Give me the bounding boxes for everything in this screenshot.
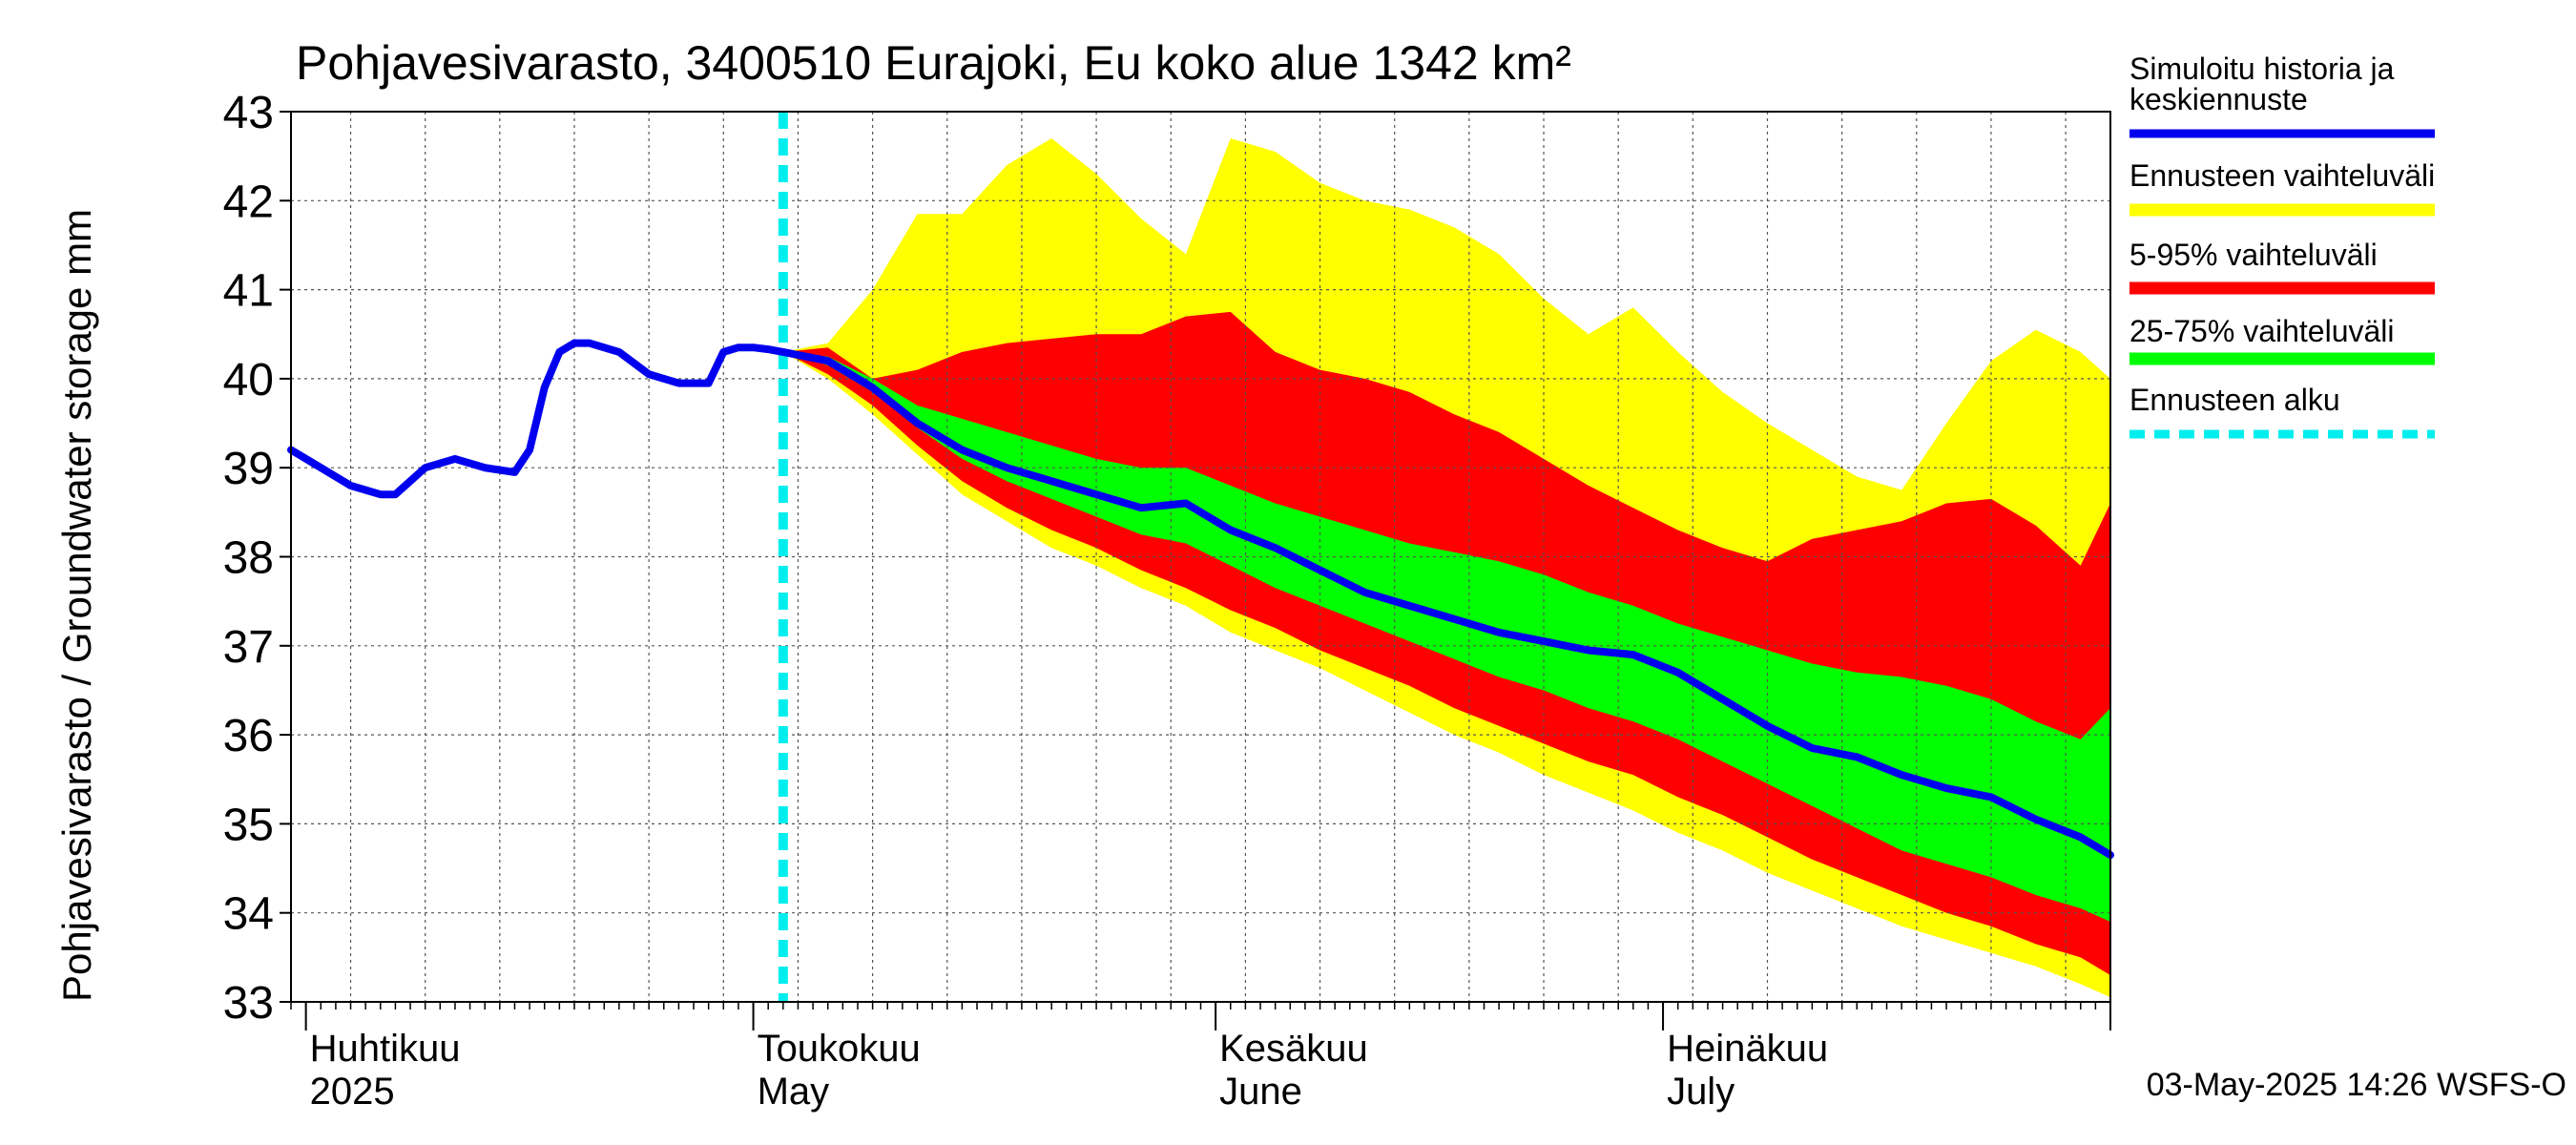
legend-label: 5-95% vaihteluväli: [2129, 238, 2378, 272]
x-month-label-2: 2025: [310, 1071, 395, 1113]
plot-frame: [290, 111, 2111, 1003]
x-month-label: Huhtikuu: [310, 1028, 461, 1070]
legend-label: Ennusteen alku: [2129, 383, 2340, 417]
x-month-label-2: June: [1219, 1071, 1302, 1113]
y-axis-label: Pohjavesivarasto / Groundwater storage m…: [54, 209, 99, 1002]
y-tick-label: 43: [223, 88, 274, 138]
y-tick-label: 42: [223, 177, 274, 227]
series-lines: [287, 112, 2114, 1002]
legend-label: 25-75% vaihteluväli: [2129, 314, 2395, 348]
y-tick-label: 39: [223, 444, 274, 494]
chart-title: Pohjavesivarasto, 3400510 Eurajoki, Eu k…: [296, 36, 1571, 90]
legend-label: Simuloitu historia ja keskiennuste: [2129, 52, 2395, 116]
y-tick-label: 36: [223, 711, 274, 761]
legend-label: Ennusteen vaihteluväli: [2129, 158, 2435, 193]
y-tick-label: 35: [223, 800, 274, 850]
x-month-label-2: July: [1667, 1071, 1735, 1113]
footer-timestamp: 03-May-2025 14:26 WSFS-O: [2147, 1067, 2566, 1103]
x-month-label: Toukokuu: [758, 1028, 921, 1070]
x-month-label-2: May: [758, 1071, 830, 1113]
y-tick-label: 40: [223, 355, 274, 406]
forecast-bands: [782, 138, 2110, 998]
y-tick-label: 33: [223, 978, 274, 1029]
y-tick-label: 34: [223, 889, 274, 940]
y-tick-label: 38: [223, 533, 274, 584]
x-month-label: Kesäkuu: [1219, 1028, 1368, 1070]
grid-lines: [291, 112, 2110, 1002]
legend-label-line: Simuloitu historia ja: [2129, 52, 2395, 86]
legend: Simuloitu historia ja keskiennuste Ennuste…: [2129, 52, 2435, 439]
band-25-75: [782, 351, 2110, 922]
x-month-label: Heinäkuu: [1667, 1028, 1828, 1070]
mean-line: [287, 339, 2114, 860]
y-tick-label: 41: [223, 266, 274, 317]
y-tick-label: 37: [223, 622, 274, 673]
legend-label-line: keskiennuste: [2129, 82, 2308, 116]
